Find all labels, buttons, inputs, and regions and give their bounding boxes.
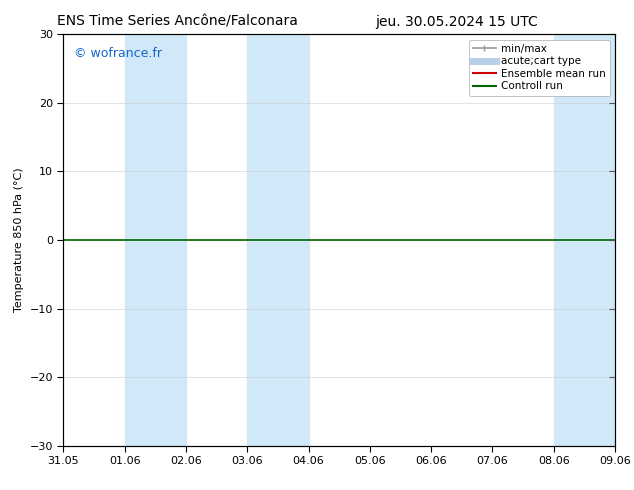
Y-axis label: Temperature 850 hPa (°C): Temperature 850 hPa (°C): [14, 168, 24, 313]
Text: © wofrance.fr: © wofrance.fr: [74, 47, 162, 60]
Legend: min/max, acute;cart type, Ensemble mean run, Controll run: min/max, acute;cart type, Ensemble mean …: [469, 40, 610, 96]
Bar: [553, 34, 615, 446]
Text: ENS Time Series Ancône/Falconara: ENS Time Series Ancône/Falconara: [57, 15, 298, 29]
Bar: [125, 34, 186, 446]
Bar: [247, 34, 309, 446]
Text: jeu. 30.05.2024 15 UTC: jeu. 30.05.2024 15 UTC: [375, 15, 538, 29]
